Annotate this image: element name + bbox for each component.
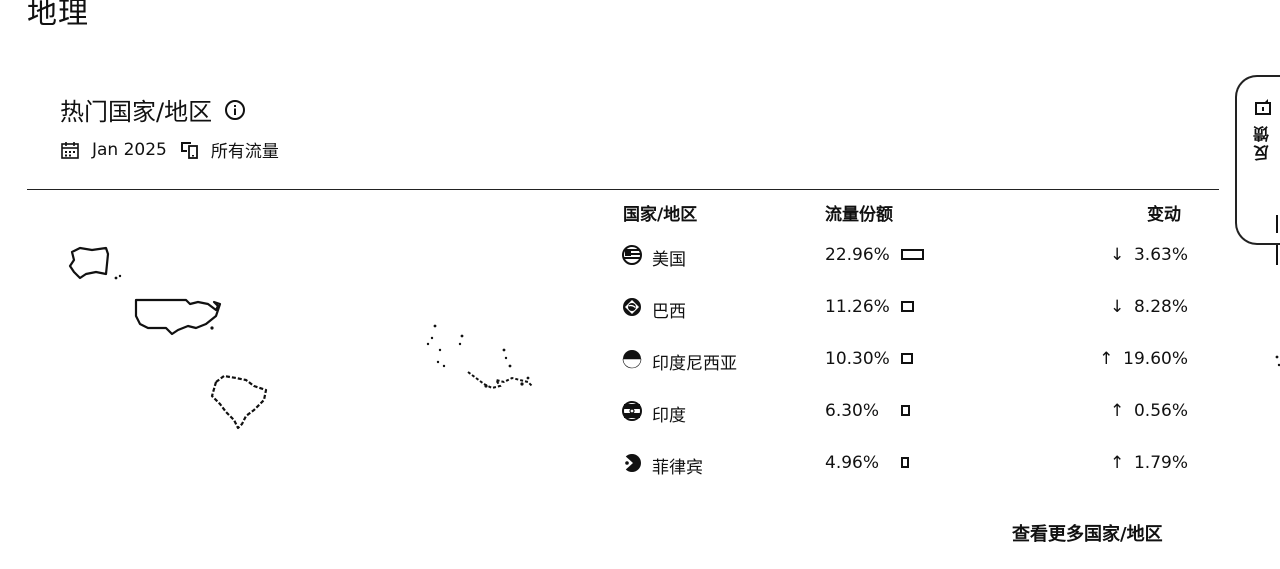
india-flag-icon [622, 401, 642, 421]
date-label: Jan 2025 [92, 139, 167, 160]
edge-decoration [1275, 215, 1280, 367]
arrow-up-icon: ↑ [1099, 349, 1114, 369]
brazil-flag-icon [623, 298, 641, 316]
change-value: ↑ 19.60% [1099, 349, 1188, 369]
traffic-share-bar [901, 353, 913, 364]
traffic-share-value: 22.96% [825, 245, 890, 265]
table-row[interactable]: 印度尼西亚 10.30% ↑ 19.60% [0, 348, 1280, 388]
arrow-down-icon: ↓ [1109, 245, 1125, 265]
country-name[interactable]: 巴西 [652, 302, 686, 322]
world-map [68, 246, 533, 430]
traffic-devices-icon [180, 141, 198, 159]
traffic-share-value: 10.30% [825, 349, 890, 369]
change-text: 19.60% [1123, 349, 1188, 369]
table-row[interactable]: 美国 22.96% ↓ 3.63% [0, 244, 1280, 284]
calendar-icon [61, 141, 79, 159]
change-value: ↓ 3.63% [1110, 245, 1188, 265]
country-name[interactable]: 菲律宾 [652, 458, 703, 478]
philippines-flag-icon [623, 454, 641, 472]
traffic-share-bar [901, 405, 910, 416]
change-value: ↑ 1.79% [1110, 453, 1188, 473]
traffic-share-bar [901, 249, 924, 260]
country-name[interactable]: 印度 [652, 406, 686, 426]
usa-flag-icon [622, 245, 642, 265]
change-value: ↑ 0.56% [1110, 401, 1188, 421]
feedback-label: 反馈 [1253, 123, 1272, 161]
feedback-button[interactable]: 反馈 [1235, 75, 1280, 245]
change-text: 1.79% [1133, 453, 1188, 473]
arrow-down-icon: ↓ [1109, 297, 1125, 317]
column-header-change[interactable]: 变动 [1147, 205, 1181, 225]
country-name[interactable]: 印度尼西亚 [652, 354, 737, 374]
view-more-countries-link[interactable]: 查看更多国家/地区 [1012, 524, 1163, 545]
indonesia-flag-icon [622, 350, 642, 369]
section-title: 地理 [27, 0, 89, 31]
info-circle-icon[interactable] [224, 99, 246, 121]
change-text: 0.56% [1133, 401, 1188, 421]
change-text: 8.28% [1133, 297, 1188, 317]
column-header-share[interactable]: 流量份额 [825, 205, 893, 225]
traffic-share-bar [901, 301, 914, 312]
card-title: 热门国家/地区 [60, 92, 246, 127]
divider [27, 189, 1219, 190]
change-value: ↓ 8.28% [1110, 297, 1188, 317]
table-row[interactable]: 菲律宾 4.96% ↑ 1.79% [0, 452, 1280, 492]
traffic-type-label: 所有流量 [210, 142, 279, 162]
traffic-share-value: 11.26% [825, 297, 890, 317]
traffic-share-value: 4.96% [825, 453, 880, 473]
feedback-icon [1255, 99, 1271, 115]
card-meta: Jan 2025 所有流量 [60, 137, 279, 162]
column-header-country[interactable]: 国家/地区 [623, 205, 698, 225]
arrow-up-icon: ↑ [1109, 453, 1125, 473]
feedback-label-group: 反馈 [1251, 97, 1275, 161]
table-row[interactable]: 巴西 11.26% ↓ 8.28% [0, 296, 1280, 336]
card-title-text: 热门国家/地区 [60, 98, 213, 126]
arrow-up-icon: ↑ [1109, 401, 1125, 421]
traffic-share-bar [901, 457, 909, 468]
change-text: 3.63% [1133, 245, 1188, 265]
traffic-share-value: 6.30% [825, 401, 880, 421]
country-name[interactable]: 美国 [652, 250, 686, 270]
table-row[interactable]: 印度 6.30% ↑ 0.56% [0, 400, 1280, 440]
